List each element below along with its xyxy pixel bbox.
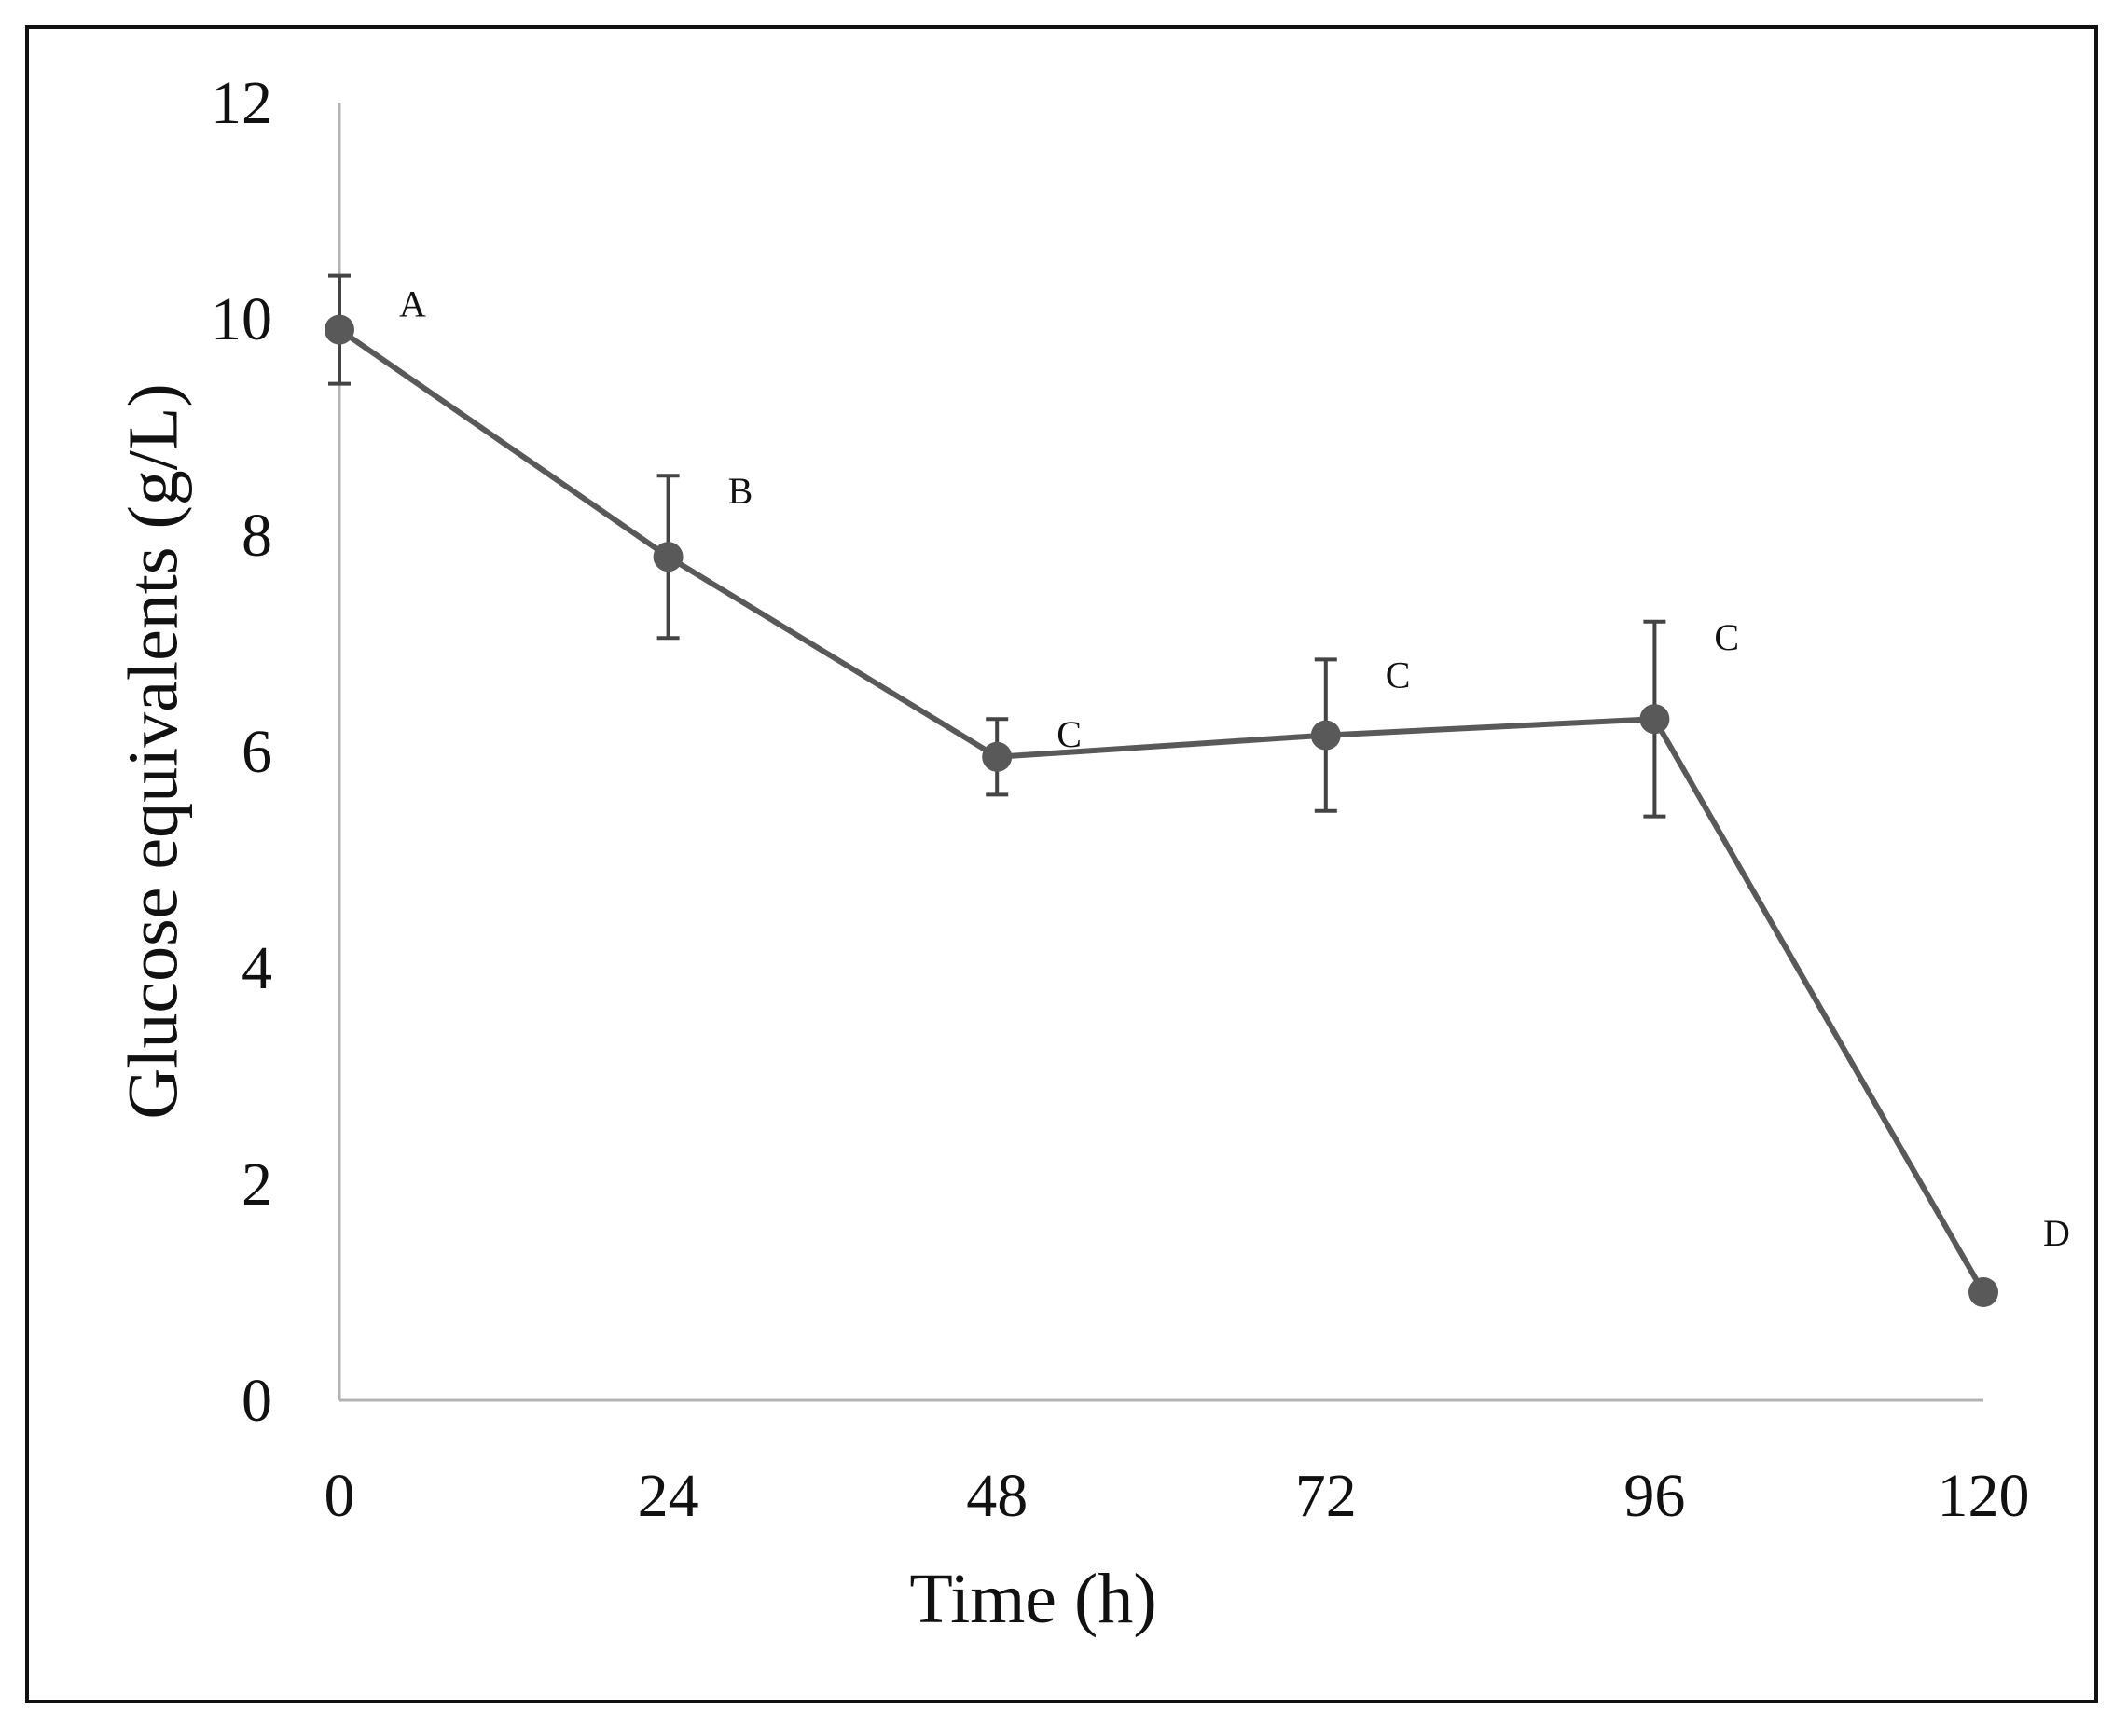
significance-label: C (1057, 713, 1082, 755)
series-line (338, 327, 1986, 1294)
y-tick-label: 4 (242, 934, 272, 1002)
y-tick-label: 10 (211, 285, 272, 353)
significance-label: D (2043, 1212, 2070, 1254)
y-tick-label: 2 (242, 1150, 272, 1219)
x-axis-ticks: 0 24 48 72 96 120 (325, 1462, 2030, 1530)
axes (338, 103, 1983, 1402)
y-axis-ticks: 0 2 4 6 8 10 12 (211, 69, 272, 1435)
significance-label: C (1386, 654, 1411, 696)
x-tick-label: 24 (638, 1462, 699, 1530)
y-axis-title: Glucose equivalents (g/L) (114, 383, 192, 1119)
y-tick-label: 12 (211, 69, 272, 137)
x-tick-label: 72 (1295, 1462, 1357, 1530)
x-axis-title: Time (h) (909, 1560, 1156, 1638)
x-tick-label: 120 (1938, 1462, 2030, 1530)
data-point (1639, 704, 1670, 735)
significance-label: C (1714, 616, 1739, 658)
y-tick-label: 0 (242, 1367, 272, 1435)
data-point (1310, 720, 1341, 751)
data-point (982, 741, 1013, 772)
significance-label: B (728, 470, 753, 512)
significance-label: A (399, 283, 426, 325)
chart-frame (25, 25, 2098, 1703)
x-tick-label: 48 (966, 1462, 1028, 1530)
series-group: A B C C C D (325, 273, 2070, 1307)
x-tick-label: 96 (1623, 1462, 1685, 1530)
y-tick-label: 8 (242, 502, 272, 570)
data-point (1968, 1277, 1998, 1307)
x-tick-label: 0 (325, 1462, 355, 1530)
data-point (653, 542, 684, 572)
data-point (325, 314, 354, 345)
y-tick-label: 6 (242, 718, 272, 786)
